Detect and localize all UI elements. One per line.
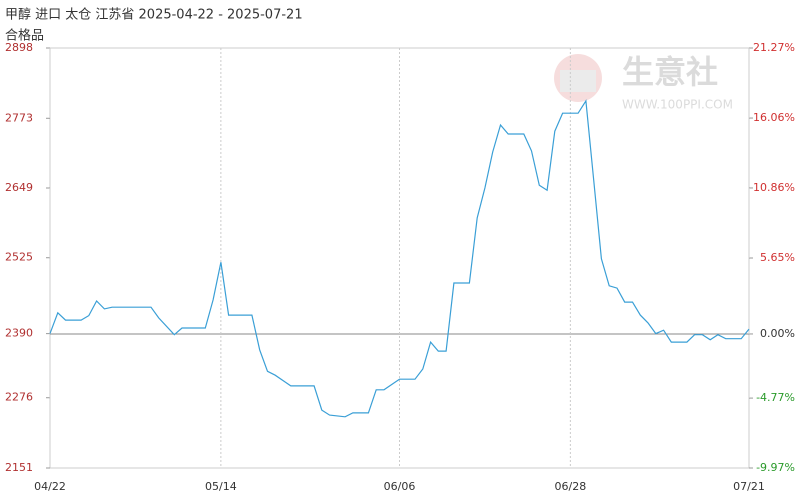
x-tick-label: 06/06	[384, 480, 416, 493]
y-tick-label: 2525	[5, 251, 33, 264]
watermark-text: 生意社	[622, 53, 718, 91]
watermark-url: WWW.100PPI.COM	[622, 98, 733, 112]
y-tick-label: 2151	[5, 461, 33, 474]
x-tick-label: 04/22	[34, 480, 66, 493]
chart-subtitle: 合格品	[5, 28, 44, 44]
x-tick-label: 06/28	[555, 480, 587, 493]
grid	[46, 47, 753, 469]
y-tick-label: 2773	[5, 111, 33, 124]
y-tick-label: 2390	[5, 327, 33, 340]
watermark-logo	[560, 70, 596, 92]
y2-tick-label: -9.97%	[756, 461, 795, 474]
data-line	[49, 99, 750, 418]
x-tick-label: 05/14	[205, 480, 237, 493]
y2-tick-label: -4.77%	[756, 391, 795, 404]
y-tick-label: 2649	[5, 181, 33, 194]
y2-tick-label: 0.00%	[760, 327, 795, 340]
y-tick-label: 2898	[5, 41, 33, 54]
watermark: 生意社 WWW.100PPI.COM	[554, 53, 733, 112]
y2-tick-label: 16.06%	[753, 111, 795, 124]
x-tick-label: 07/21	[733, 480, 765, 493]
y2-tick-label: 21.27%	[753, 41, 795, 54]
y-tick-label: 2276	[5, 391, 33, 404]
chart-title: 甲醇 进口 太仓 江苏省 2025-04-22 - 2025-07-21	[5, 7, 303, 23]
watermark-logo	[554, 54, 602, 102]
y2-tick-label: 5.65%	[760, 251, 795, 264]
y2-tick-label: 10.86%	[753, 181, 795, 194]
